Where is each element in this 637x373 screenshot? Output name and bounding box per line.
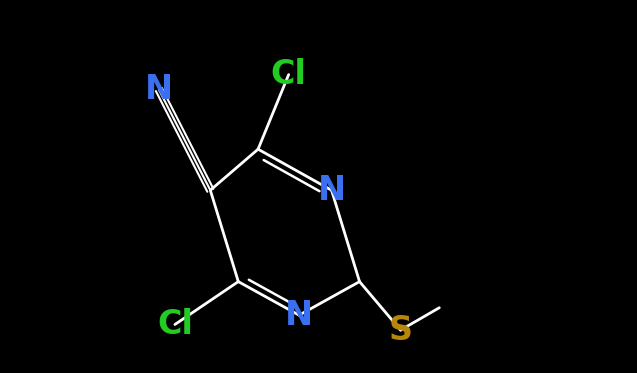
Text: S: S xyxy=(389,314,413,347)
Text: N: N xyxy=(285,299,313,332)
Text: Cl: Cl xyxy=(157,308,193,341)
Text: N: N xyxy=(317,174,346,207)
Text: N: N xyxy=(145,73,173,106)
Text: Cl: Cl xyxy=(271,58,306,91)
